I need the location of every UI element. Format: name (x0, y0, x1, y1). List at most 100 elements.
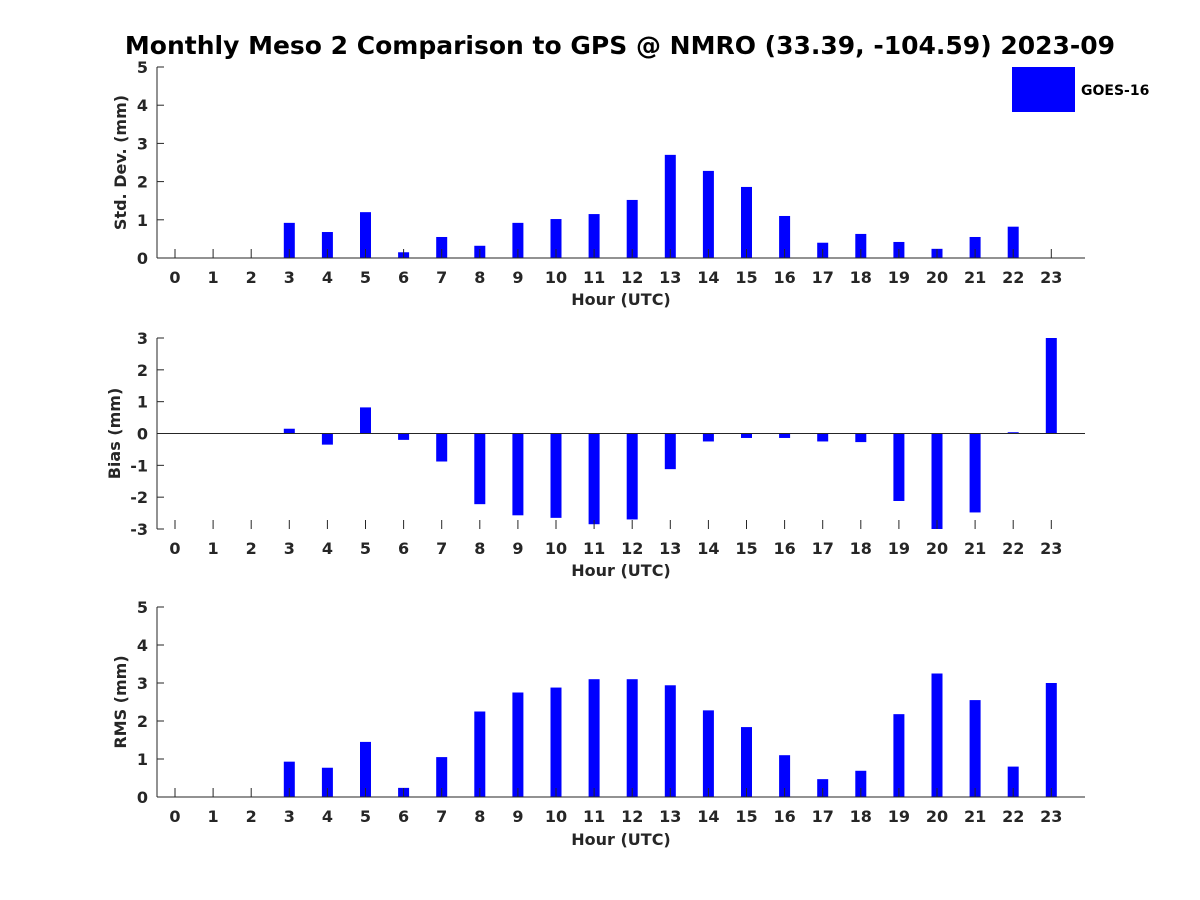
bar-hour-16 (779, 433, 791, 438)
bar-hour-4 (321, 767, 333, 797)
x-tick-label: 9 (512, 268, 523, 287)
bar-hour-22 (1007, 432, 1019, 434)
x-tick-label: 1 (208, 539, 219, 558)
bar-hour-21 (969, 236, 981, 258)
bar-hour-20 (931, 673, 943, 797)
bar-hour-10 (550, 687, 562, 797)
x-tick-label: 17 (812, 539, 834, 558)
x-tick-label: 17 (812, 807, 834, 826)
bar-hour-15 (741, 186, 752, 258)
bar-hour-4 (321, 433, 333, 445)
x-tick-label: 7 (436, 807, 447, 826)
x-tick-label: 16 (773, 539, 795, 558)
y-tick-label: 4 (137, 636, 148, 655)
x-tick-label: 22 (1002, 539, 1024, 558)
bar-hour-5 (360, 741, 371, 797)
chart-title: Monthly Meso 2 Comparison to GPS @ NMRO … (125, 31, 1115, 60)
y-tick-label: 1 (137, 211, 148, 230)
bar-hour-18 (855, 433, 867, 443)
legend-swatch (1012, 67, 1075, 112)
y-tick-label: -2 (130, 488, 148, 507)
bar-hour-19 (893, 433, 905, 501)
x-tick-label: 14 (697, 268, 719, 287)
x-tick-label: 0 (169, 807, 180, 826)
x-tick-label: 13 (659, 539, 681, 558)
y-tick-label: -1 (130, 456, 148, 475)
x-tick-label: 3 (284, 539, 295, 558)
x-axis-label: Hour (UTC) (571, 561, 671, 580)
bar-hour-6 (398, 433, 410, 440)
bar-hour-12 (626, 199, 638, 258)
bar-hour-5 (360, 212, 371, 258)
y-tick-label: 3 (137, 329, 148, 348)
x-tick-label: 19 (888, 268, 910, 287)
x-tick-label: 7 (436, 268, 447, 287)
bar-hour-9 (512, 692, 524, 797)
legend-label: GOES-16 (1081, 83, 1149, 99)
x-tick-label: 12 (621, 268, 643, 287)
x-tick-label: 22 (1002, 807, 1024, 826)
x-tick-label: 14 (697, 807, 719, 826)
x-tick-label: 6 (398, 807, 409, 826)
y-tick-label: 3 (137, 674, 148, 693)
bar-hour-7 (436, 433, 448, 462)
x-tick-label: 14 (697, 539, 719, 558)
x-tick-label: 0 (169, 539, 180, 558)
x-tick-label: 1 (208, 807, 219, 826)
x-axis-label: Hour (UTC) (571, 830, 671, 849)
bar-hour-16 (779, 215, 791, 258)
y-axis-label: Bias (mm) (105, 388, 124, 480)
y-tick-label: 5 (137, 598, 148, 617)
y-tick-label: 3 (137, 134, 148, 153)
x-tick-label: 5 (360, 807, 371, 826)
bar-hour-10 (550, 433, 562, 518)
x-tick-label: 3 (284, 268, 295, 287)
bar-hour-13 (664, 685, 676, 797)
bar-hour-3 (283, 761, 295, 797)
x-tick-label: 23 (1040, 268, 1062, 287)
y-tick-label: 0 (137, 788, 148, 807)
y-tick-label: -3 (130, 520, 148, 539)
x-tick-label: 5 (360, 539, 371, 558)
x-tick-label: 10 (545, 539, 567, 558)
x-tick-label: 21 (964, 539, 986, 558)
x-tick-label: 20 (926, 268, 948, 287)
y-tick-label: 1 (137, 393, 148, 412)
x-tick-label: 0 (169, 268, 180, 287)
x-tick-label: 23 (1040, 807, 1062, 826)
bar-hour-23 (1045, 683, 1057, 797)
bar-hour-14 (702, 170, 714, 258)
x-tick-label: 15 (735, 539, 757, 558)
bar-hour-3 (283, 222, 295, 258)
x-tick-label: 4 (322, 807, 333, 826)
x-tick-label: 8 (474, 539, 485, 558)
y-tick-label: 5 (137, 58, 148, 77)
bar-hour-13 (664, 154, 676, 258)
x-tick-label: 11 (583, 268, 605, 287)
bar-hour-12 (626, 679, 638, 797)
x-tick-label: 11 (583, 539, 605, 558)
bar-hour-23 (1045, 338, 1057, 434)
x-tick-label: 17 (812, 268, 834, 287)
x-tick-label: 6 (398, 539, 409, 558)
bar-hour-7 (436, 236, 448, 258)
x-tick-label: 21 (964, 807, 986, 826)
bar-hour-11 (588, 679, 600, 797)
bar-hour-9 (512, 433, 524, 516)
x-tick-label: 21 (964, 268, 986, 287)
x-tick-label: 5 (360, 268, 371, 287)
bar-hour-15 (741, 433, 752, 438)
y-axis-label: Std. Dev. (mm) (111, 95, 130, 230)
bar-hour-18 (855, 233, 867, 258)
x-tick-label: 6 (398, 268, 409, 287)
bar-hour-11 (588, 433, 600, 525)
bar-hour-22 (1007, 766, 1019, 797)
x-tick-label: 9 (512, 807, 523, 826)
x-axis-label: Hour (UTC) (571, 290, 671, 309)
bar-hour-8 (474, 711, 486, 797)
x-tick-label: 2 (246, 539, 257, 558)
x-tick-label: 9 (512, 539, 523, 558)
